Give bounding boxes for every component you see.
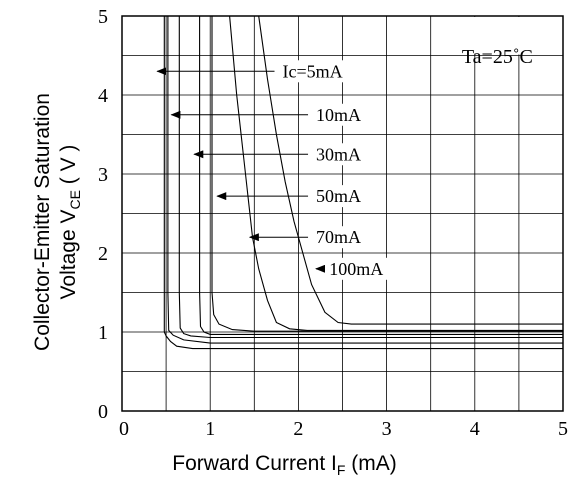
series-curve-1 (163, 16, 563, 350)
series-curve-6 (229, 15, 563, 331)
series-label-background (312, 185, 366, 208)
y-axis-label: Collector-Emitter Saturation Voltage VCE… (30, 93, 88, 351)
series-label-background (278, 60, 347, 83)
x-tick-label: 0 (119, 418, 129, 440)
y-tick-label: 2 (98, 243, 108, 265)
y-tick-label: 4 (98, 85, 108, 107)
annotation-background (431, 17, 562, 55)
y-axis-label-line1: Collector-Emitter Saturation (30, 93, 54, 351)
y-tick-label: 5 (98, 6, 108, 28)
series-curve-5 (211, 16, 563, 332)
x-tick-label: 3 (382, 418, 392, 440)
temperature-annotation-box: Ta=25˚C (431, 17, 562, 68)
grid-lines (122, 16, 563, 411)
x-tick-label: 4 (470, 418, 480, 440)
series-curve-2 (167, 16, 563, 344)
series-label-background (312, 226, 366, 249)
series-labels: Ic=5mA 10mA 30mA 50mA 70mA 100mA (156, 60, 388, 280)
plot-frame (121, 15, 564, 412)
y-tick-label: 0 (98, 401, 108, 423)
y-axis-label-line2: Voltage VCE ( V ) (56, 144, 84, 300)
x-tick-label: 2 (293, 418, 303, 440)
x-axis-label: Forward Current IF (mA) (172, 452, 397, 479)
series-label-background (312, 103, 366, 126)
series-label: 50mA (316, 186, 361, 206)
series-label: 10mA (316, 105, 361, 125)
temperature-annotation: Ta=25˚C (462, 46, 533, 68)
series-label-background (325, 257, 388, 280)
x-tick-label: 1 (205, 418, 215, 440)
series-label-background (312, 143, 366, 166)
series-curve-4 (199, 16, 563, 335)
series-label: Ic=5mA (283, 61, 343, 81)
tick-labels: 0 1 2 3 4 5 0 1 2 3 4 5 (98, 6, 568, 440)
x-tick-label: 5 (558, 418, 568, 440)
series-label: 70mA (316, 227, 361, 247)
series-label: 100mA (329, 259, 383, 279)
y-tick-label: 1 (98, 322, 108, 344)
series-curves (163, 15, 563, 350)
series-label: 30mA (316, 144, 361, 164)
y-tick-label: 3 (98, 164, 108, 186)
series-curve-3 (178, 16, 563, 339)
series-curve-7 (258, 15, 563, 325)
